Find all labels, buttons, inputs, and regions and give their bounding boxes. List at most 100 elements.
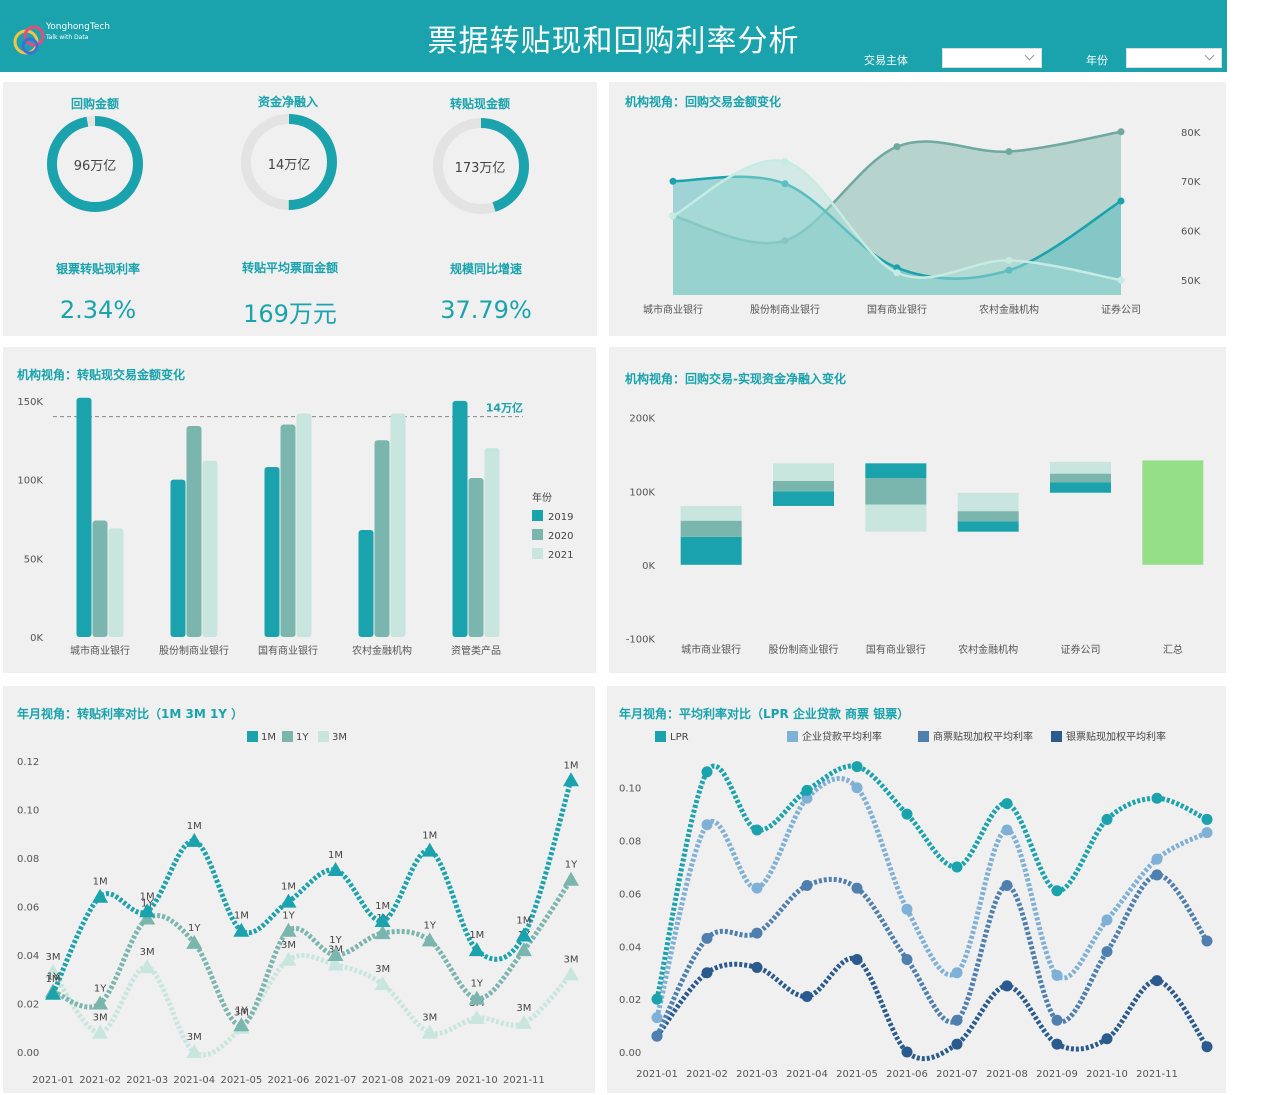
- x-tick-label: 资管类产品: [451, 644, 501, 657]
- x-tick-label: 农村金融机构: [958, 643, 1018, 656]
- bar: [76, 397, 92, 637]
- series-marker: [1051, 1014, 1063, 1026]
- series-marker: [327, 946, 344, 961]
- y-tick-label: -100K: [626, 634, 656, 645]
- area-point: [781, 180, 789, 188]
- series-marker: [901, 1046, 913, 1058]
- area-point: [1005, 256, 1013, 264]
- x-tick-label: 2021-03: [736, 1069, 778, 1080]
- area-point: [1005, 266, 1013, 274]
- filter-year-select[interactable]: [1126, 48, 1222, 68]
- x-tick-label: 2021-04: [786, 1069, 828, 1080]
- y-tick-label: 0.08: [17, 854, 39, 865]
- area-point: [893, 264, 901, 272]
- series-marker: [45, 985, 61, 1000]
- yonghong-logo-icon: [13, 25, 45, 55]
- waterfall-bar: [865, 463, 927, 479]
- data-label: 1Y: [94, 983, 107, 994]
- y-tick-label: 200K: [629, 414, 655, 425]
- data-label: 3M: [46, 952, 61, 963]
- data-label: 1Y: [329, 935, 342, 946]
- y-tick-label: 100K: [17, 476, 43, 487]
- waterfall-bar: [865, 504, 927, 532]
- series-marker: [1101, 1033, 1113, 1045]
- kpi-ring-label: 回购金额: [70, 97, 119, 111]
- y-tick-label: 0.04: [17, 951, 39, 962]
- rate-chart-1-panel: 年月视角：转贴利率对比（1M 3M 1Y ） 0.00 0.02 0.04 0.06 0…: [3, 686, 595, 1093]
- reference-line-label: 14万亿: [486, 401, 523, 415]
- y-tick-label: 0.10: [17, 805, 39, 816]
- waterfall-bar: [865, 478, 927, 505]
- bar: [170, 479, 186, 637]
- kpi-stat-label: 银票转贴现利率: [55, 262, 140, 276]
- series-marker: [468, 942, 485, 957]
- waterfall-total-bar: [1142, 460, 1204, 565]
- series-line: [50, 953, 573, 1058]
- y-tick-label: 0.06: [17, 902, 39, 913]
- chevron-down-icon: [1204, 50, 1215, 61]
- legend-label: 1Y: [296, 732, 309, 743]
- series-marker: [851, 761, 863, 773]
- series-marker: [1201, 935, 1213, 947]
- kpi-ring: [47, 116, 143, 212]
- data-label: 1Y: [235, 1005, 248, 1016]
- filter-entity-label: 交易主体: [864, 54, 908, 67]
- data-label: 1M: [140, 891, 155, 902]
- x-tick-label: 股份制商业银行: [159, 644, 229, 657]
- x-tick-label: 2021-02: [79, 1075, 121, 1086]
- x-tick-label: 国有商业银行: [867, 303, 927, 316]
- series-marker: [801, 784, 813, 796]
- data-label: 1M: [422, 831, 437, 842]
- x-tick-label: 2021-08: [362, 1075, 404, 1086]
- area-point: [669, 212, 677, 220]
- bar: [92, 520, 108, 637]
- data-label: 1M: [281, 882, 296, 893]
- data-label: 3M: [281, 940, 296, 951]
- series-marker: [701, 766, 713, 778]
- x-tick-label: 农村金融机构: [352, 644, 412, 657]
- kpi-stat-label: 规模同比增速: [449, 262, 522, 276]
- bar-chart-panel: 机构视角：转贴现交易金额变化 0K 50K 100K 150K 14万亿 城市商业银行 股份…: [3, 347, 596, 673]
- series-marker: [701, 967, 713, 979]
- filter-entity-select[interactable]: [942, 48, 1042, 68]
- series-marker: [1151, 792, 1163, 804]
- y-tick-label: 0.10: [619, 784, 641, 795]
- area-point: [893, 269, 901, 277]
- series-marker: [186, 1044, 203, 1058]
- x-tick-label: 城市商业银行: [643, 303, 703, 316]
- series-marker: [851, 882, 863, 894]
- data-label: 1Y: [188, 923, 201, 934]
- series-marker: [651, 1012, 663, 1024]
- data-label: 1M: [516, 916, 531, 927]
- series-marker: [233, 922, 250, 937]
- legend-swatch: [282, 731, 293, 742]
- data-label: 1M: [93, 877, 108, 888]
- y-tick-label: 0K: [30, 633, 43, 644]
- legend-label: 银票贴现加权平均利率: [1066, 730, 1166, 743]
- bar: [374, 440, 390, 637]
- data-label: 3M: [516, 1003, 531, 1014]
- bar: [296, 413, 312, 637]
- series-marker: [1051, 885, 1063, 897]
- y-tick-label: 80K: [1181, 128, 1201, 139]
- kpi-rings: [47, 114, 529, 214]
- data-label: 1Y: [423, 920, 436, 931]
- kpi-panel: 回购金额 资金净融入 转贴现金额 96万亿 14万亿 173万亿 银票转贴现利率…: [3, 82, 597, 336]
- waterfall-bar: [1050, 482, 1111, 493]
- series-marker: [139, 959, 156, 974]
- y-tick-label: 0.00: [619, 1048, 641, 1059]
- series-marker: [751, 961, 763, 973]
- kpi-ring: [241, 114, 337, 210]
- bar: [452, 400, 468, 637]
- legend-swatch: [247, 731, 258, 742]
- area-point: [781, 157, 789, 165]
- series-marker: [1101, 914, 1113, 926]
- series-marker: [1201, 827, 1213, 839]
- bar: [264, 466, 280, 637]
- x-tick-label: 2021-07: [315, 1075, 357, 1086]
- legend-label: 2021: [548, 550, 573, 561]
- kpi-stat-value: 169万元: [243, 300, 337, 328]
- waterfall-bar: [1050, 473, 1111, 483]
- series-marker: [233, 1017, 250, 1032]
- x-tick-label: 2021-05: [220, 1075, 262, 1086]
